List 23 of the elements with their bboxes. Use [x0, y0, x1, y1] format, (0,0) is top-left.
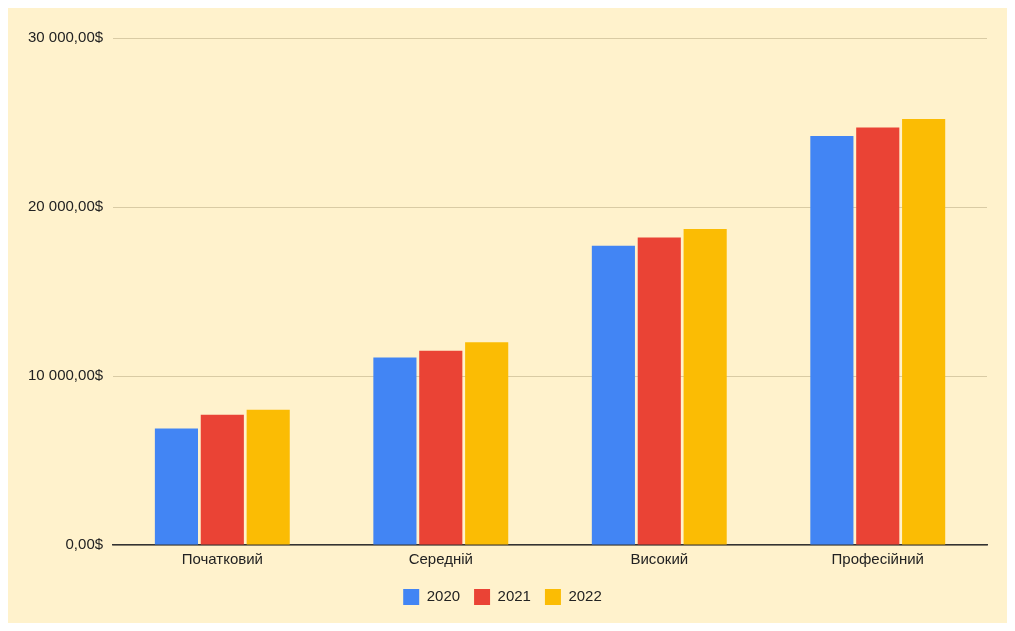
y-tick-label: 0,00$	[65, 535, 104, 553]
x-tick-label: Професійний	[831, 550, 924, 568]
bar	[154, 428, 198, 545]
legend-label: 2022	[568, 587, 602, 605]
bar	[902, 119, 946, 545]
legend-label: 2020	[426, 587, 461, 605]
x-tick-label: Середній	[408, 550, 473, 568]
bar	[810, 136, 854, 545]
y-tick-label: 10 000,00$	[28, 366, 104, 384]
bar	[373, 357, 417, 545]
bar	[683, 228, 727, 545]
bar	[246, 409, 290, 545]
bar	[591, 245, 635, 545]
y-tick-label: 20 000,00$	[28, 197, 104, 215]
x-tick-label: Початковий	[181, 550, 263, 568]
bar	[637, 237, 681, 545]
bar	[200, 414, 244, 545]
bar	[465, 342, 509, 545]
y-tick-label: 30 000,00$	[28, 28, 104, 46]
bar	[419, 350, 463, 545]
bar	[856, 127, 900, 545]
x-tick-label: Високий	[630, 550, 689, 568]
legend-label: 2021	[497, 587, 531, 605]
